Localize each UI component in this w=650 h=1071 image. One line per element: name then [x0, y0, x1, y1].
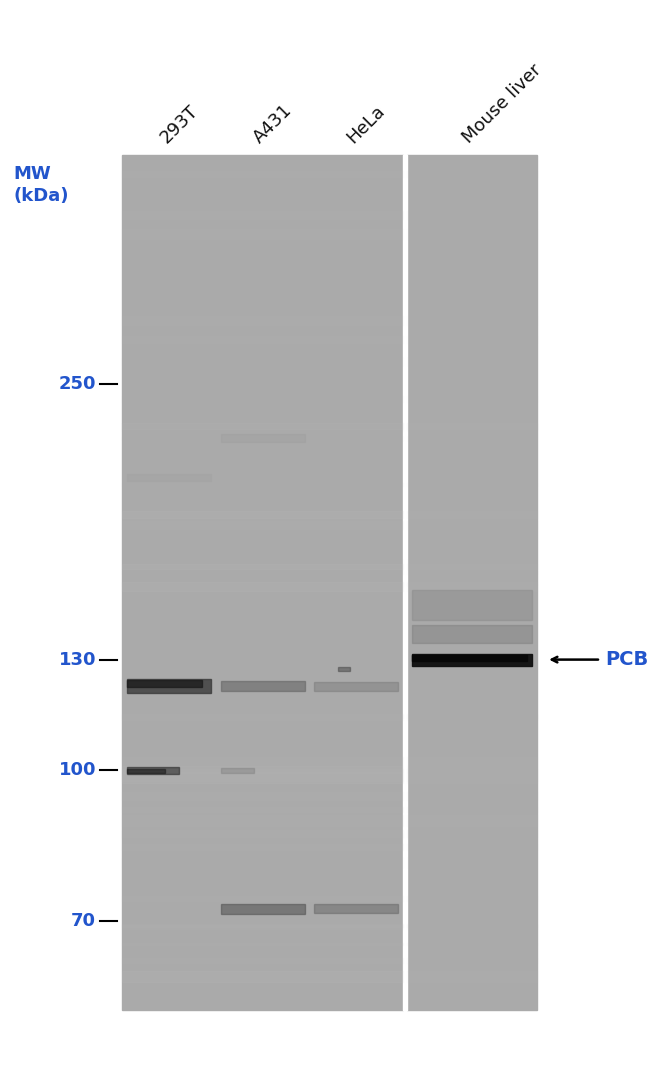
Bar: [122, 155, 403, 1010]
Bar: [221, 768, 254, 773]
Bar: [314, 904, 398, 914]
Bar: [127, 767, 179, 773]
Bar: [338, 667, 350, 672]
Bar: [127, 680, 202, 687]
Text: Mouse liver: Mouse liver: [459, 61, 545, 147]
Bar: [314, 682, 398, 691]
Text: A431: A431: [250, 102, 296, 147]
Text: PCB: PCB: [606, 650, 649, 669]
Text: 130: 130: [58, 650, 96, 668]
Bar: [221, 681, 305, 692]
Bar: [127, 474, 211, 482]
Text: 293T: 293T: [157, 102, 202, 147]
Bar: [221, 904, 305, 914]
Text: 100: 100: [58, 761, 96, 780]
Bar: [314, 435, 398, 440]
Bar: [411, 654, 527, 661]
Bar: [127, 679, 211, 693]
Text: HeLa: HeLa: [344, 102, 389, 147]
Text: 250: 250: [58, 375, 96, 393]
Bar: [411, 653, 532, 665]
Bar: [221, 434, 305, 441]
Bar: [127, 769, 165, 773]
Text: 70: 70: [71, 911, 96, 930]
Bar: [411, 590, 532, 620]
Bar: [407, 155, 537, 1010]
Bar: [411, 625, 532, 644]
Text: MW
(kDa): MW (kDa): [13, 165, 69, 206]
